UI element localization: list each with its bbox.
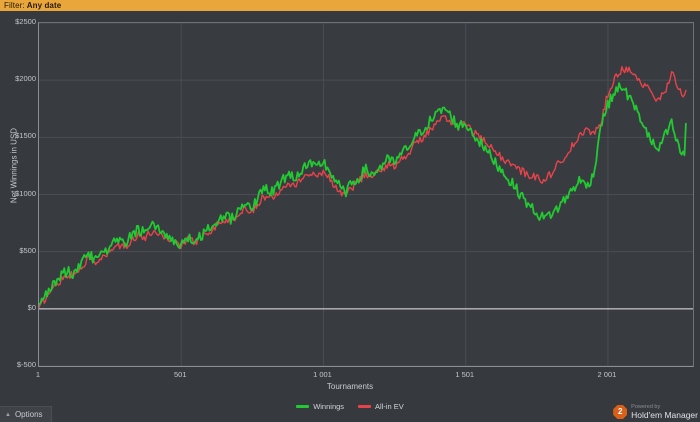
- x-axis-tick-label: 2 001: [597, 370, 617, 379]
- y-axis-tick-label: $2500: [15, 17, 36, 26]
- y-axis-title: Net Winnings in USD: [9, 127, 19, 204]
- y-axis-tick-label: $1500: [15, 131, 36, 141]
- filter-value[interactable]: Any date: [26, 1, 62, 10]
- holdem-manager-badge-icon: 2: [613, 405, 628, 419]
- options-button[interactable]: ▲ Options: [0, 406, 52, 422]
- options-button-label: Options: [14, 410, 43, 419]
- powered-by-label: Powered by: [631, 404, 661, 410]
- filter-bar[interactable]: Filter: Any date: [0, 0, 700, 11]
- product-name: Hold'em Manager: [631, 410, 698, 420]
- plot-area[interactable]: [38, 22, 694, 367]
- x-axis-tick-label: 501: [173, 370, 187, 379]
- legend-color-swatch: [358, 405, 372, 408]
- branding: 2 Powered by Hold'em Manager: [613, 404, 698, 420]
- y-axis-tick-label: $1000: [15, 188, 36, 198]
- y-axis-tick-label: $0: [27, 302, 36, 312]
- horizontal-gridlines: [39, 23, 693, 366]
- x-axis-tick-label: 1 501: [455, 370, 475, 379]
- legend-label: Winnings: [313, 402, 345, 411]
- x-axis-tick-label: 1: [35, 370, 41, 379]
- x-axis-title: Tournaments: [326, 382, 374, 391]
- x-axis-tick-label: 1 001: [313, 370, 332, 379]
- series-line-winnings: [39, 82, 687, 305]
- chart-region: Net Winnings in USD $2500 $2000 $1500 $1000…: [0, 11, 700, 411]
- chart-legend: Winnings All-in EV: [0, 402, 700, 411]
- legend-color-swatch: [296, 405, 310, 408]
- y-axis-tick-label: $-500: [16, 360, 36, 369]
- chart-canvas: [39, 23, 693, 366]
- y-axis-tick-label: $2000: [15, 74, 36, 84]
- legend-item[interactable]: Winnings: [296, 402, 344, 411]
- chevron-up-icon: ▲: [5, 411, 11, 418]
- filter-label: Filter:: [4, 1, 25, 10]
- legend-label: All-in EV: [375, 402, 404, 411]
- y-axis-tick-label: $500: [19, 245, 36, 255]
- badge-number: 2: [617, 407, 623, 416]
- legend-item[interactable]: All-in EV: [358, 402, 404, 411]
